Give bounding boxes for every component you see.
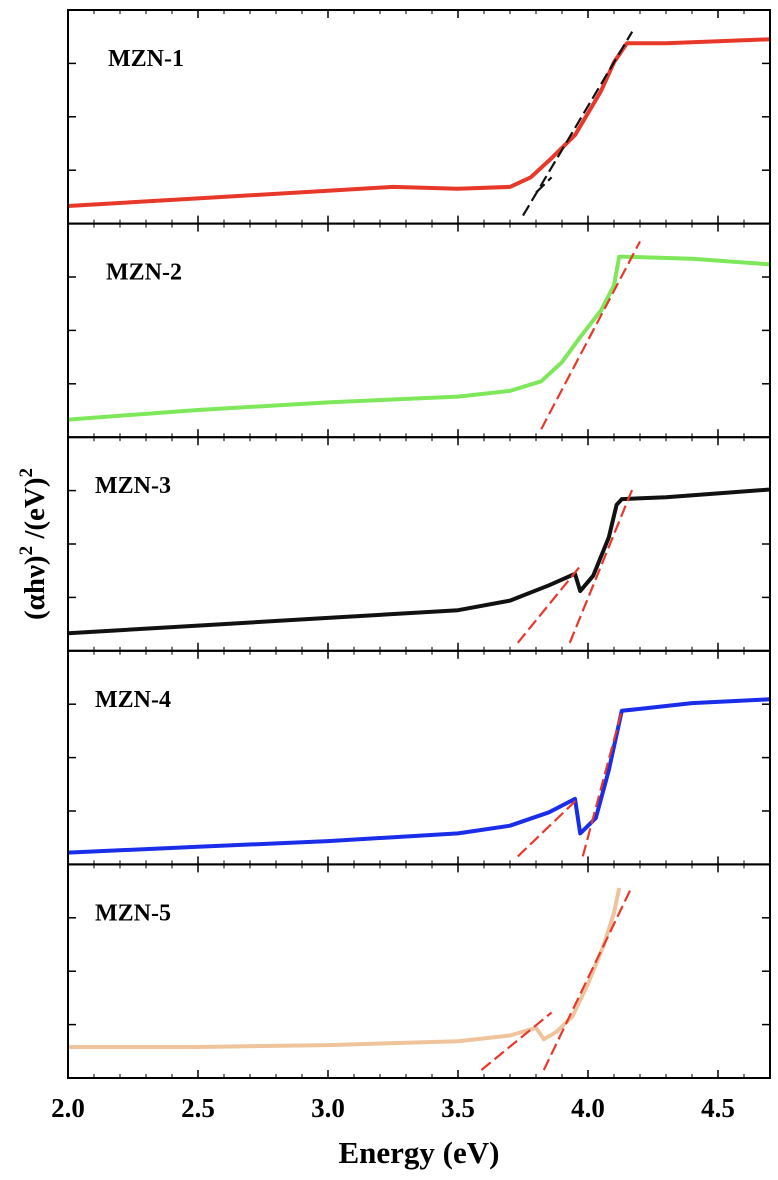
panel-frame (67, 222, 771, 439)
series-group (68, 885, 634, 1071)
panel-label: MZN-3 (95, 473, 171, 499)
x-tick-label: 2.0 (51, 1093, 85, 1123)
panel-mzn-1: MZN-1 (67, 9, 771, 225)
panel-frame (67, 863, 771, 1080)
panel-label: MZN-1 (108, 46, 184, 72)
series-group (68, 697, 770, 858)
x-tick-label: 4.0 (571, 1093, 605, 1123)
x-tick-label: 2.5 (181, 1093, 215, 1123)
series-line (68, 487, 770, 636)
fit-line (522, 31, 634, 217)
series-group (68, 240, 770, 430)
series-line (68, 697, 770, 855)
panel-label: MZN-4 (95, 687, 171, 713)
y-axis-label: (αhν)2 /(eV)2 (16, 468, 51, 620)
series-group (68, 31, 770, 217)
fit-line (540, 240, 641, 430)
x-tick-label: 4.5 (701, 1093, 735, 1123)
panel-label: MZN-2 (106, 260, 182, 286)
x-axis-label: Energy (eV) (339, 1135, 500, 1170)
panel-mzn-3: MZN-3 (67, 436, 771, 652)
panel-mzn-4: MZN-4 (67, 649, 771, 866)
x-tick-label: 3.0 (311, 1093, 345, 1123)
panel-mzn-2: MZN-2 (67, 222, 771, 439)
fit-line (542, 885, 634, 1071)
panel-label: MZN-5 (95, 900, 171, 926)
fit-line (480, 1011, 553, 1071)
series-group (68, 487, 770, 644)
panel-mzn-5: MZN-5 (67, 863, 771, 1080)
series-line (68, 254, 770, 422)
fit-line (517, 798, 579, 858)
panel-frame (67, 436, 771, 652)
panel-frame (67, 649, 771, 866)
x-tick-label: 3.5 (441, 1093, 475, 1123)
fit-line (535, 176, 553, 194)
fit-line (568, 489, 634, 644)
fit-line (581, 710, 623, 857)
